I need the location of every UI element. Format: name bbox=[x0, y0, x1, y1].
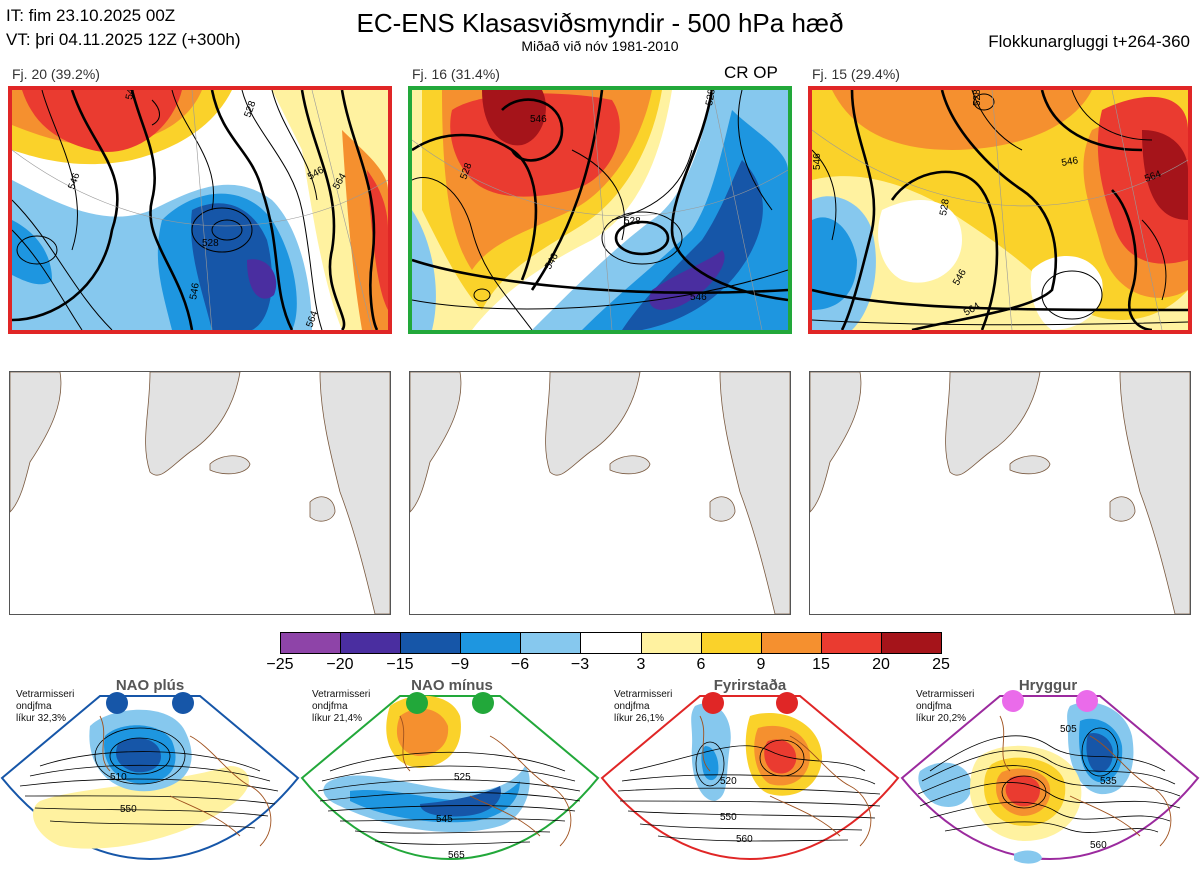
regime-2-note: Vetrarmisseri ondjfma líkur 21,4% bbox=[312, 689, 370, 725]
regime-nao-plus[interactable]: 510 550 bbox=[0, 676, 300, 871]
page-title: EC-ENS Klasasviðsmyndir - 500 hPa hæð bbox=[356, 8, 844, 38]
colorbar-tick: −15 bbox=[386, 656, 414, 673]
colorbar-swatch bbox=[521, 633, 582, 653]
cluster-3-contour-label: 546 bbox=[812, 153, 823, 170]
colorbar-tick: 3 bbox=[636, 656, 646, 673]
regime-note-line: líkur 20,2% bbox=[916, 713, 967, 724]
cluster-2-contour-label: 528 bbox=[704, 90, 718, 107]
regime-2-title: NAO mínus bbox=[411, 677, 493, 694]
regime-note-line: Vetrarmisseri bbox=[614, 689, 673, 700]
cluster-2-label: Fj. 16 (31.4%) bbox=[412, 66, 500, 82]
colorbar-tick: 25 bbox=[932, 656, 950, 673]
basemap-panel-3[interactable] bbox=[809, 371, 1191, 615]
cluster-1-contour-label: 546 bbox=[188, 282, 202, 301]
regime-blocking[interactable]: 520 550 560 bbox=[600, 676, 900, 871]
regime-note-line: ondjfma bbox=[16, 701, 52, 712]
regime-3-note: Vetrarmisseri ondjfma líkur 26,1% bbox=[614, 689, 672, 725]
valid-time: VT: þri 04.11.2025 12Z (+300h) bbox=[6, 30, 241, 49]
colorbar bbox=[280, 632, 942, 654]
regime-2-contour-label: 545 bbox=[436, 814, 453, 825]
cluster-1-contour-label: 528 bbox=[202, 238, 219, 249]
colorbar-swatch bbox=[701, 633, 762, 653]
colorbar-swatch bbox=[581, 633, 642, 653]
regime-4-title: Hryggur bbox=[1018, 677, 1078, 694]
regime-3-contour-label: 520 bbox=[720, 776, 737, 787]
regime-4-contour-label: 560 bbox=[1090, 840, 1107, 851]
regime-4-marker-dot bbox=[1002, 690, 1024, 712]
regime-2-contour-label: 525 bbox=[454, 772, 471, 783]
regime-note-line: Vetrarmisseri bbox=[312, 689, 371, 700]
regime-1-note: Vetrarmisseri ondjfma líkur 32,3% bbox=[16, 689, 74, 725]
regime-1-marker-dot bbox=[106, 692, 128, 714]
cluster-3-contour-label: 528 bbox=[972, 90, 983, 106]
regime-4-note: Vetrarmisseri ondjfma líkur 20,2% bbox=[916, 689, 974, 725]
regime-note-line: Vetrarmisseri bbox=[16, 689, 75, 700]
cluster-2-contour-label: 546 bbox=[690, 292, 707, 303]
regime-4-marker-dot bbox=[1076, 690, 1098, 712]
cluster-3-contour-label: 546 bbox=[1061, 155, 1080, 169]
regime-note-line: líkur 26,1% bbox=[614, 713, 665, 724]
init-time: IT: fim 23.10.2025 00Z bbox=[6, 6, 176, 25]
colorbar-swatch bbox=[641, 633, 702, 653]
regime-note-line: líkur 21,4% bbox=[312, 713, 363, 724]
colorbar-tick: −9 bbox=[450, 656, 470, 673]
colorbar-swatch bbox=[881, 633, 942, 653]
regime-1-marker-dot bbox=[172, 692, 194, 714]
colorbar-tick: 6 bbox=[696, 656, 706, 673]
cluster-3-contour-label: 528 bbox=[938, 198, 952, 217]
colorbar-tick: 20 bbox=[872, 656, 890, 673]
regime-2-contour-label: 565 bbox=[448, 850, 465, 861]
regime-note-line: líkur 32,3% bbox=[16, 713, 67, 724]
regime-4-contour-label: 505 bbox=[1060, 724, 1077, 735]
regime-3-contour-label: 550 bbox=[720, 812, 737, 823]
cluster-2-contour-label: 546 bbox=[530, 114, 547, 125]
cluster-2-contour-label: 528 bbox=[624, 216, 641, 227]
colorbar-tick: 15 bbox=[812, 656, 830, 673]
colorbar-swatch bbox=[281, 633, 342, 653]
regime-1-contour-label: 550 bbox=[120, 804, 137, 815]
colorbar-tick: −25 bbox=[266, 656, 294, 673]
classification-window: Flokkunargluggi t+264-360 bbox=[988, 32, 1190, 51]
cluster-2-map[interactable]: 546 528 528 546 546 528 bbox=[408, 86, 792, 334]
page-subtitle: Miðað við nóv 1981-2010 bbox=[521, 38, 679, 54]
cluster-1-label: Fj. 20 (39.2%) bbox=[12, 66, 100, 82]
colorbar-tick: 9 bbox=[756, 656, 766, 673]
regime-ridge[interactable]: 505 535 560 bbox=[900, 676, 1200, 871]
regime-3-marker-dot bbox=[776, 692, 798, 714]
regime-note-line: ondjfma bbox=[614, 701, 650, 712]
regime-nao-minus[interactable]: 525 545 565 bbox=[300, 676, 600, 871]
colorbar-swatch bbox=[821, 633, 882, 653]
regime-3-title: Fyrirstaða bbox=[713, 677, 787, 694]
colorbar-tick: −6 bbox=[510, 656, 530, 673]
regime-4-contour-label: 535 bbox=[1100, 776, 1117, 787]
colorbar-swatch bbox=[341, 633, 402, 653]
control-run-op-label: CR OP bbox=[724, 63, 778, 82]
colorbar-swatch bbox=[461, 633, 522, 653]
basemap-panel-1[interactable] bbox=[9, 371, 391, 615]
colorbar-swatch bbox=[401, 633, 462, 653]
regime-1-contour-label: 510 bbox=[110, 772, 127, 783]
cluster-1-map[interactable]: 546 528 546 546 564 546 564 528 bbox=[8, 86, 392, 334]
regime-3-marker-dot bbox=[702, 692, 724, 714]
cluster-1-contour-label: 546 bbox=[124, 90, 138, 101]
regime-note-line: ondjfma bbox=[916, 701, 952, 712]
regime-2-marker-dot bbox=[472, 692, 494, 714]
colorbar-tick: −3 bbox=[570, 656, 590, 673]
cluster-3-label: Fj. 15 (29.4%) bbox=[812, 66, 900, 82]
regime-note-line: ondjfma bbox=[312, 701, 348, 712]
colorbar-swatch bbox=[761, 633, 822, 653]
basemap-panel-2[interactable] bbox=[409, 371, 791, 615]
colorbar-tick: −20 bbox=[326, 656, 354, 673]
regime-2-marker-dot bbox=[406, 692, 428, 714]
regime-3-contour-label: 560 bbox=[736, 834, 753, 845]
regime-1-title: NAO plús bbox=[115, 677, 185, 694]
regime-note-line: Vetrarmisseri bbox=[916, 689, 975, 700]
cluster-3-map[interactable]: 546 546 564 528 546 564 528 bbox=[808, 86, 1192, 334]
